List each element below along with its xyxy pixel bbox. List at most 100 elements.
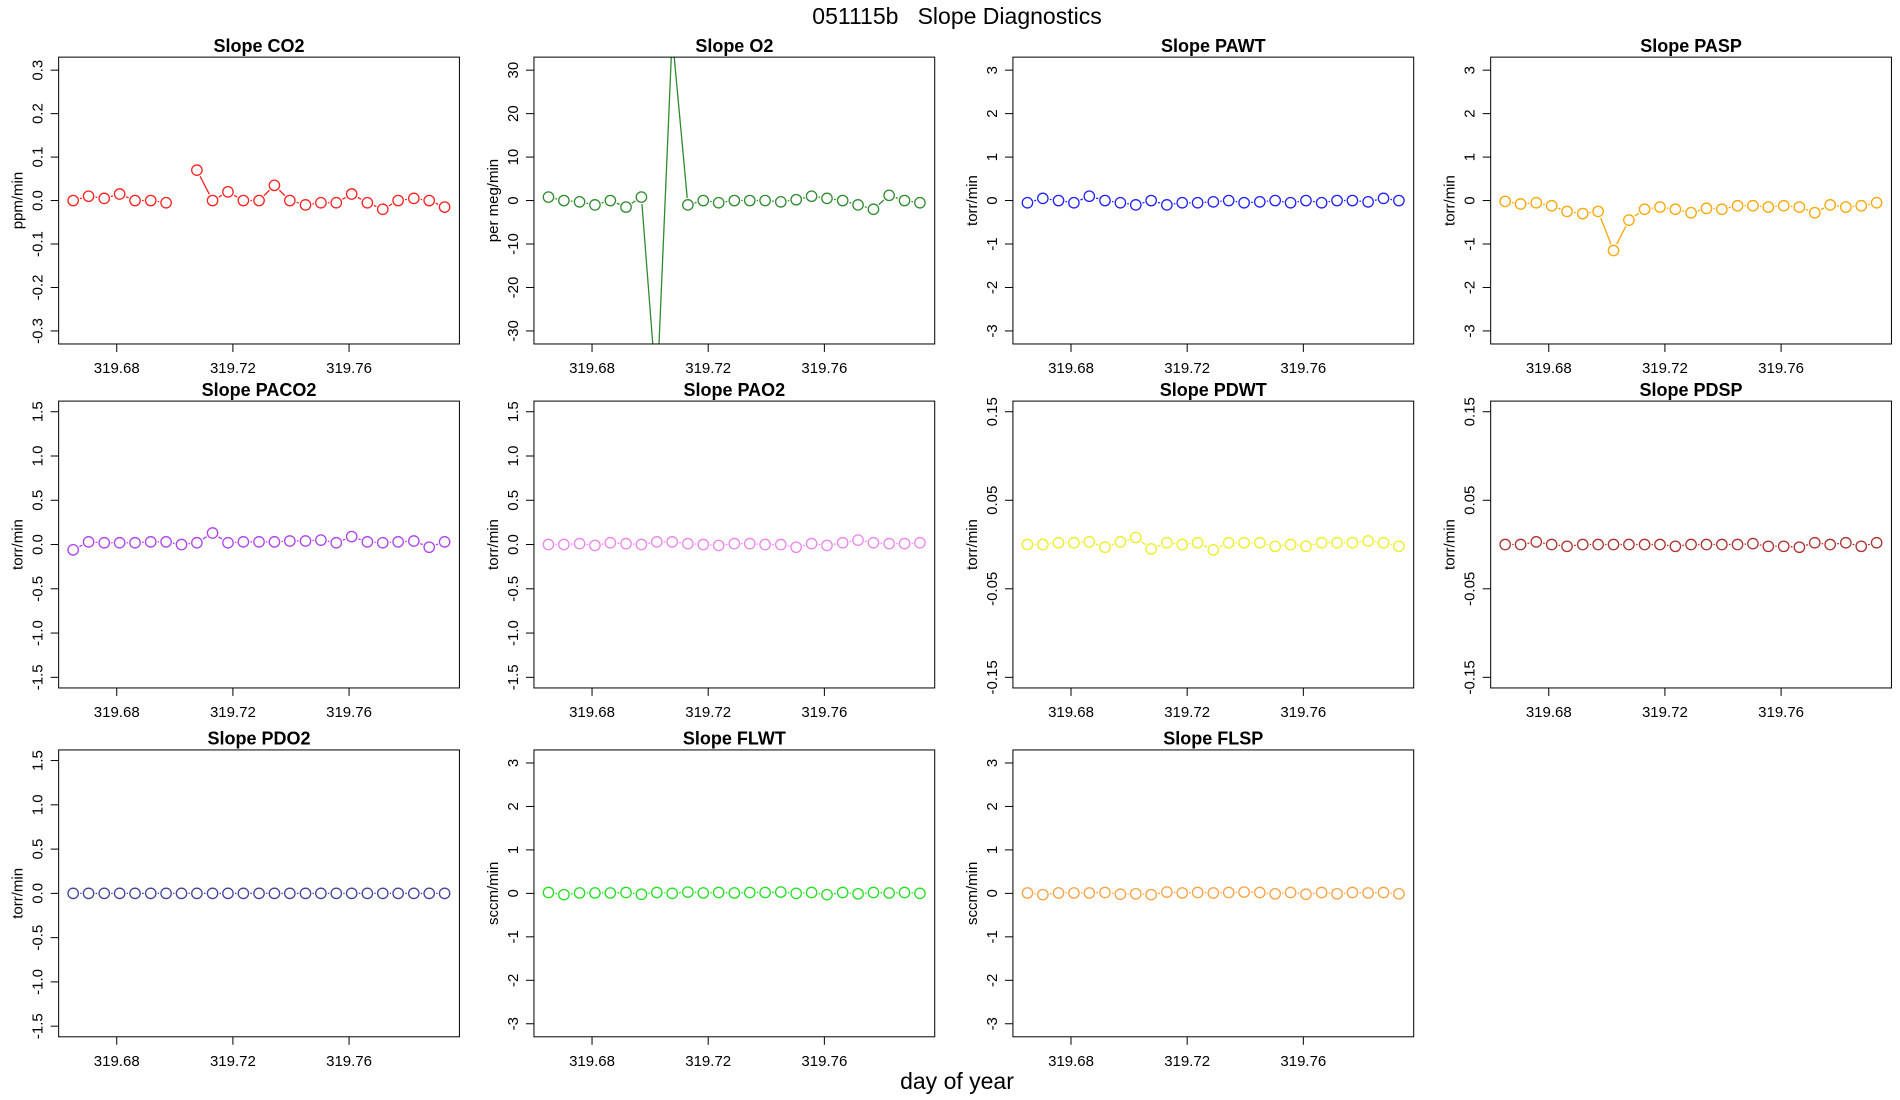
line-segment [1157,544,1161,547]
point [1021,196,1034,209]
point [299,887,312,900]
point [1824,538,1837,551]
panel-title: Slope PASP [1640,36,1742,56]
point [160,887,172,900]
point [438,536,451,548]
y-tick-label: -0.15 [984,660,1001,694]
y-tick-label: -0.5 [30,925,47,951]
point [407,887,420,900]
point [573,537,586,550]
point [1238,886,1250,898]
y-tick-label: -1.5 [505,664,522,690]
y-tick-label: -2 [1462,281,1479,294]
panel-title: Slope PDSP [1640,380,1743,400]
point [268,887,281,900]
line-segment [420,543,423,546]
y-tick-label: -30 [505,320,522,342]
point [1808,206,1821,219]
point [1284,886,1297,899]
y-tick-label: 10 [505,149,522,166]
y-tick-label: 0.0 [30,190,47,211]
point [206,527,219,539]
point [1129,199,1142,211]
line-segment [849,201,852,204]
point [1191,196,1204,209]
x-tick-label: 319.72 [685,1053,731,1070]
point [1222,536,1235,549]
point [1238,196,1250,209]
y-tick-label: 0.05 [984,486,1001,515]
plot-area [542,534,926,554]
point [1623,538,1635,551]
point [1700,538,1713,551]
x-tick-label: 319.68 [94,1053,140,1070]
line-segment [878,199,885,206]
y-tick-label: 1.0 [505,446,522,467]
point [1346,536,1359,549]
point [191,536,203,549]
panel-title: Slope PACO2 [202,380,317,400]
x-tick-label: 319.72 [1164,1053,1210,1070]
point [206,887,219,900]
point [1638,203,1651,216]
point [1855,540,1868,553]
point [743,537,756,550]
line-segment [296,201,299,204]
y-tick-label: 0.0 [30,534,47,555]
line-segment [864,206,867,208]
point [361,887,374,900]
y-tick-label: -1.5 [30,1013,47,1039]
point [1715,538,1728,551]
point [743,194,756,207]
point [1576,207,1589,220]
point [712,539,725,552]
line-segment [1600,217,1612,245]
point [1300,194,1312,207]
line-segment [358,538,361,541]
plot-area [1499,195,1883,257]
x-tick-label: 319.72 [210,360,256,377]
point [1561,540,1573,553]
point [728,887,741,899]
x-tick-label: 319.72 [685,704,731,721]
x-tick-label: 319.76 [801,704,847,721]
y-axis-label: torr/min [964,519,981,570]
point [1036,192,1049,205]
point [1514,198,1527,210]
point [1607,538,1620,551]
y-tick-label: 0.5 [505,490,522,511]
point [129,194,141,207]
y-tick-label: -0.15 [1462,660,1479,694]
y-tick-label: 2 [1462,109,1479,117]
point [1068,887,1080,899]
point [667,30,677,40]
point [113,887,126,900]
panel-title: Slope CO2 [214,36,305,56]
line-segment [199,176,210,195]
point [1099,886,1111,899]
line-segment [1203,545,1208,548]
x-tick-label: 319.68 [569,704,615,721]
y-tick-label: -2 [984,281,1001,294]
point [821,888,833,901]
point [759,194,771,207]
point [1530,536,1543,548]
line-segment [1095,197,1099,200]
y-tick-label: -1 [984,237,1001,250]
x-tick-label: 319.72 [1642,704,1688,721]
point [1145,194,1158,207]
panel-title: Slope PDO2 [208,729,311,749]
point [1808,536,1821,549]
y-tick-label: -3 [984,324,1001,337]
y-tick-label: 1 [984,153,1001,161]
plot-box [533,749,936,1038]
y-tick-label: 0.5 [30,839,47,860]
point [345,530,358,543]
point [1530,196,1543,209]
point [191,887,203,900]
point [1083,887,1096,899]
point [330,196,343,209]
point [1253,886,1266,899]
point [1777,199,1790,212]
point [1777,540,1790,553]
